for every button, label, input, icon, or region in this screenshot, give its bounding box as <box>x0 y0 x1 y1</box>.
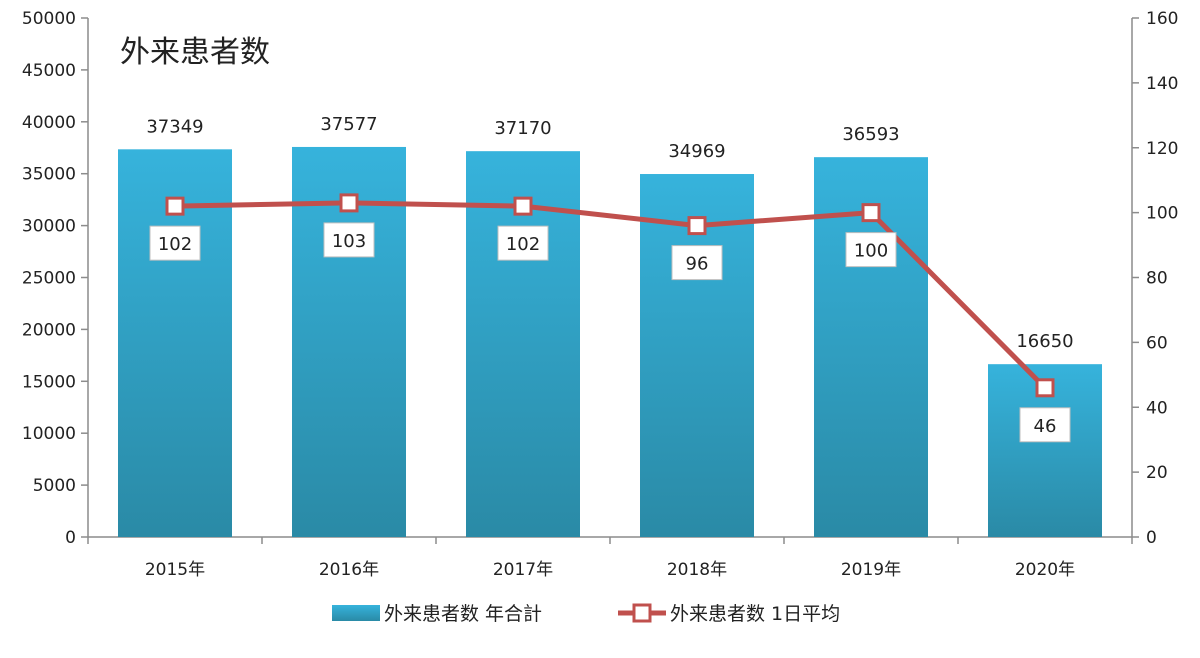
right-y-tick-label: 20 <box>1146 463 1168 483</box>
left-y-tick-label: 10000 <box>22 424 76 444</box>
right-y-tick-label: 0 <box>1146 528 1157 548</box>
line-point <box>687 216 707 236</box>
line-point <box>339 193 359 213</box>
line-point <box>861 203 881 223</box>
line-point <box>513 196 533 216</box>
bar-data-label: 34969 <box>668 141 725 162</box>
left-y-tick-label: 20000 <box>22 320 76 340</box>
x-tick-label: 2018年 <box>667 560 727 580</box>
line-series <box>165 193 1055 398</box>
left-y-tick-label: 25000 <box>22 269 76 289</box>
chart-title: 外来患者数 <box>120 35 270 70</box>
legend-line-marker <box>632 603 652 623</box>
left-y-tick-label: 0 <box>65 528 76 548</box>
left-y-tick-label: 50000 <box>22 9 76 29</box>
right-y-tick-label: 80 <box>1146 269 1168 289</box>
right-y-tick-label: 40 <box>1146 398 1168 418</box>
line-label-box <box>323 222 375 258</box>
right-y-tick-label: 120 <box>1146 139 1178 159</box>
axes: 0 5000 10000 15000 20000 25000 30000 35000 40000… <box>22 9 1179 580</box>
series-line <box>174 200 1047 390</box>
bar-data-label: 16650 <box>1016 331 1073 352</box>
legend-bar-label: 外来患者数 年合計 <box>384 603 542 625</box>
line-label-box <box>149 225 201 261</box>
line-data-label: 103 <box>332 231 366 252</box>
x-tick-label: 2015年 <box>145 560 205 580</box>
line-data-label: 102 <box>158 234 192 255</box>
left-y-tick-label: 40000 <box>22 113 76 133</box>
line-point <box>1035 378 1055 398</box>
right-y-tick-label: 140 <box>1146 74 1178 94</box>
x-tick-label: 2017年 <box>493 560 553 580</box>
line-label-box <box>671 245 723 281</box>
x-tick-label: 2020年 <box>1015 560 1075 580</box>
left-y-tick-label: 35000 <box>22 165 76 185</box>
line-data-label: 46 <box>1034 416 1057 437</box>
line-point <box>165 196 185 216</box>
left-y-tick-label: 15000 <box>22 372 76 392</box>
right-y-tick-label: 60 <box>1146 333 1168 353</box>
bar-data-labels: 37349 37577 37170 34969 36593 16650 <box>146 114 1073 352</box>
bar-data-label: 36593 <box>842 124 899 145</box>
legend-line-label: 外来患者数 1日平均 <box>670 603 840 625</box>
line-data-label: 102 <box>506 234 540 255</box>
bar-data-label: 37170 <box>494 118 551 139</box>
bar-data-label: 37349 <box>146 116 203 137</box>
left-y-tick-label: 45000 <box>22 61 76 81</box>
line-label-box <box>1019 407 1071 443</box>
line-data-labels: 102 103 102 96 100 46 <box>149 222 1071 443</box>
line-data-label: 100 <box>854 241 888 262</box>
left-y-tick-label: 30000 <box>22 217 76 237</box>
line-data-label: 96 <box>686 254 709 275</box>
bar-data-label: 37577 <box>320 114 377 135</box>
legend: 外来患者数 年合計 外来患者数 1日平均 <box>332 603 840 625</box>
line-label-box <box>497 225 549 261</box>
line-label-box <box>845 232 897 268</box>
legend-bar-swatch <box>332 605 380 621</box>
x-tick-label: 2019年 <box>841 560 901 580</box>
left-y-tick-label: 5000 <box>33 476 76 496</box>
right-y-tick-label: 100 <box>1146 204 1178 224</box>
right-y-tick-label: 160 <box>1146 9 1178 29</box>
x-tick-label: 2016年 <box>319 560 379 580</box>
